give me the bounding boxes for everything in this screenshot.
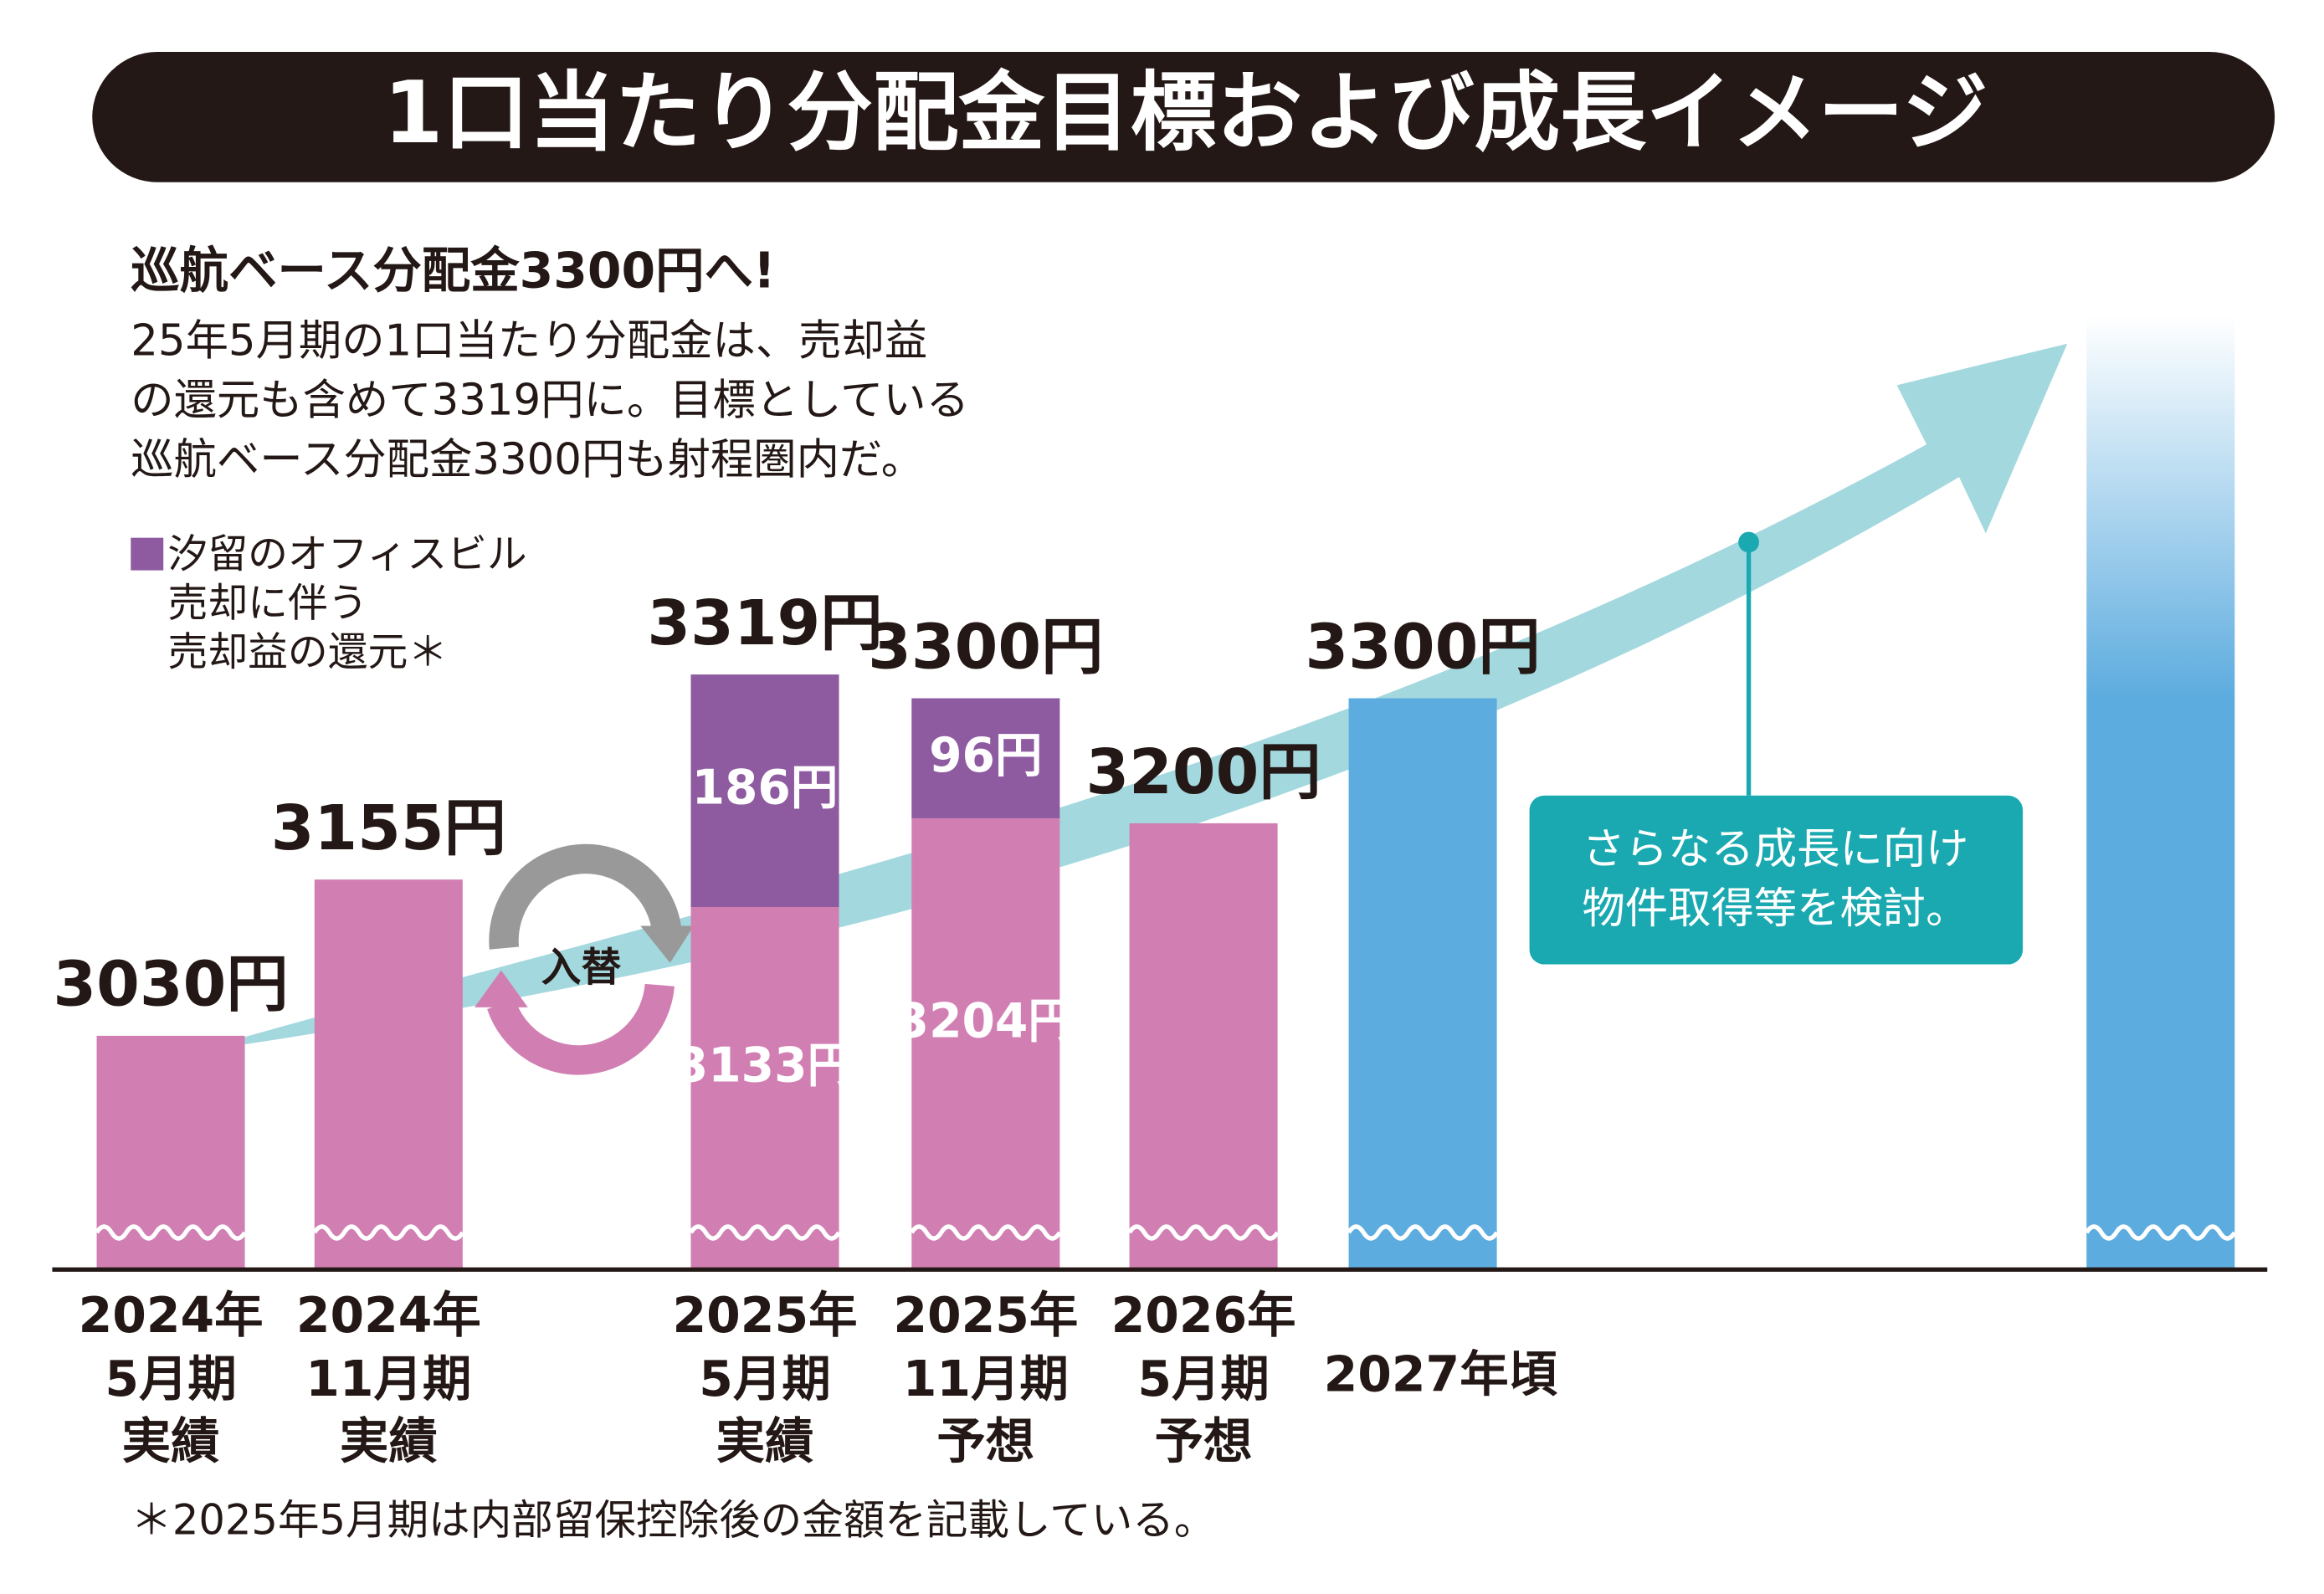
- chart-title: 1口当たり分配金目標および成長イメージ: [383, 64, 1988, 163]
- x-tick-label: 5月期: [105, 1351, 236, 1407]
- x-tick-label: 予想: [1155, 1412, 1253, 1469]
- axis-break: [689, 1224, 841, 1241]
- legend-label: 売却に伴う: [168, 581, 368, 627]
- x-tick-label: 5月期: [699, 1351, 830, 1407]
- bar-segment: [314, 879, 463, 1270]
- segment-label: 3133円: [675, 1038, 854, 1093]
- x-tick-label: 実績: [340, 1412, 438, 1469]
- axis-break: [312, 1224, 465, 1241]
- x-tick-label: 2027年頃: [1324, 1346, 1558, 1403]
- callout-box: [1529, 795, 2024, 965]
- bar-segment: [690, 674, 839, 908]
- axis-break: [2085, 1224, 2237, 1241]
- bar-segment: [1348, 698, 1497, 1270]
- x-tick-label: 2025年: [673, 1287, 858, 1344]
- segment-label: 3204円: [896, 993, 1075, 1048]
- total-label: 3300円: [1305, 610, 1540, 683]
- description: 巡航ベース分配金3300円も射程圏内だ。: [131, 434, 924, 484]
- legend-label: 汐留のオフィスビル: [168, 532, 527, 578]
- total-label: 3155円: [271, 792, 506, 864]
- total-label: 3200円: [1085, 735, 1321, 808]
- bar-segment: [2086, 315, 2235, 1270]
- x-tick-label: 5月期: [1137, 1351, 1269, 1407]
- description: 25年5月期の1口当たり分配金は、売却益: [131, 316, 927, 366]
- total-label: 3300円: [868, 610, 1103, 683]
- total-label: 3030円: [53, 948, 288, 1021]
- x-tick-label: 2024年: [79, 1287, 264, 1344]
- x-tick-label: 実績: [122, 1412, 220, 1469]
- title-bar: [92, 51, 2275, 182]
- axis-break: [1347, 1224, 1499, 1241]
- segment-label: 186円: [692, 761, 839, 816]
- x-tick-label: 予想: [936, 1412, 1034, 1469]
- x-tick-label: 2025年: [893, 1287, 1078, 1344]
- footnote: ＊2025年5月期は内部留保控除後の金額を記載している。: [131, 1496, 1215, 1545]
- callout-text: さらなる成長に向け: [1582, 824, 1968, 874]
- subtitle: 巡航ベース分配金3300円へ!: [131, 243, 775, 300]
- bar-segment: [1129, 823, 1278, 1270]
- callout-text: 物件取得等を検討。: [1582, 884, 1968, 934]
- axis-break: [95, 1224, 247, 1241]
- swap-label: 入替: [541, 946, 622, 992]
- swap-icon: [475, 843, 695, 1075]
- x-tick-label: 2026年: [1111, 1287, 1296, 1344]
- bar-segment: [911, 698, 1060, 818]
- axis-break: [1127, 1224, 1280, 1241]
- description: の還元も含めて3319円に。目標としている: [131, 376, 969, 426]
- x-tick-label: 11月期: [903, 1351, 1069, 1407]
- plot: 3030円2024年5月期実績3155円2024年11月期実績3133円186円…: [53, 315, 2237, 1469]
- x-tick-label: 実績: [716, 1412, 814, 1469]
- x-tick-label: 2024年: [296, 1287, 481, 1344]
- bar-segment: [690, 907, 839, 1270]
- bar-segment: [911, 818, 1060, 1270]
- total-label: 3319円: [647, 587, 882, 659]
- legend-label: 売却益の還元＊: [168, 630, 449, 676]
- axis-break: [910, 1224, 1062, 1241]
- legend-swatch: [131, 537, 164, 571]
- x-tick-label: 11月期: [305, 1351, 471, 1407]
- segment-label: 96円: [929, 728, 1042, 783]
